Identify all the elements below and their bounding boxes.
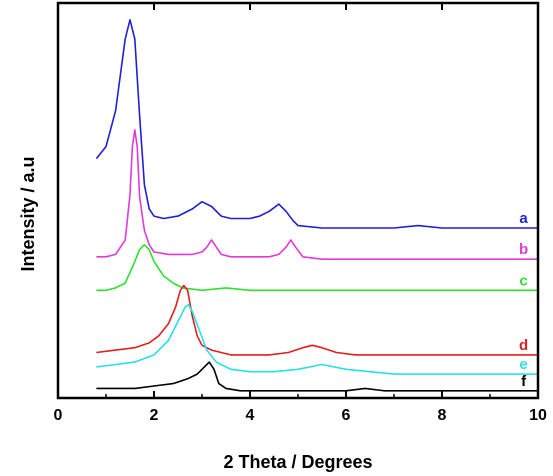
series-label-e: e: [519, 356, 527, 373]
series-label-d: d: [519, 337, 528, 354]
series-line-b: [96, 129, 538, 260]
series-line-f: [96, 361, 538, 392]
x-tick-label: 2: [150, 407, 159, 424]
series-layer: [95, 19, 538, 392]
series-label-c: c: [519, 272, 527, 289]
series-line-a: [95, 19, 538, 229]
series-label-b: b: [519, 241, 528, 258]
x-tick-label: 0: [54, 407, 63, 424]
x-tick-label: 8: [438, 407, 447, 424]
series-label-f: f: [521, 373, 527, 390]
x-tick-label: 6: [342, 407, 351, 424]
x-tick-label: 10: [529, 407, 547, 424]
x-tick-label: 4: [246, 407, 255, 424]
series-label-a: a: [519, 210, 528, 227]
x-axis-title: 2 Theta / Degrees: [223, 452, 372, 472]
ticks-layer: 0 2 4 6 8 10: [54, 3, 547, 424]
y-axis-title: Intensity / a.u: [18, 156, 38, 271]
series-line-d: [96, 284, 538, 356]
labels-layer: abc def: [519, 210, 528, 390]
series-line-c: [96, 244, 538, 292]
series-line-e: [96, 303, 538, 375]
